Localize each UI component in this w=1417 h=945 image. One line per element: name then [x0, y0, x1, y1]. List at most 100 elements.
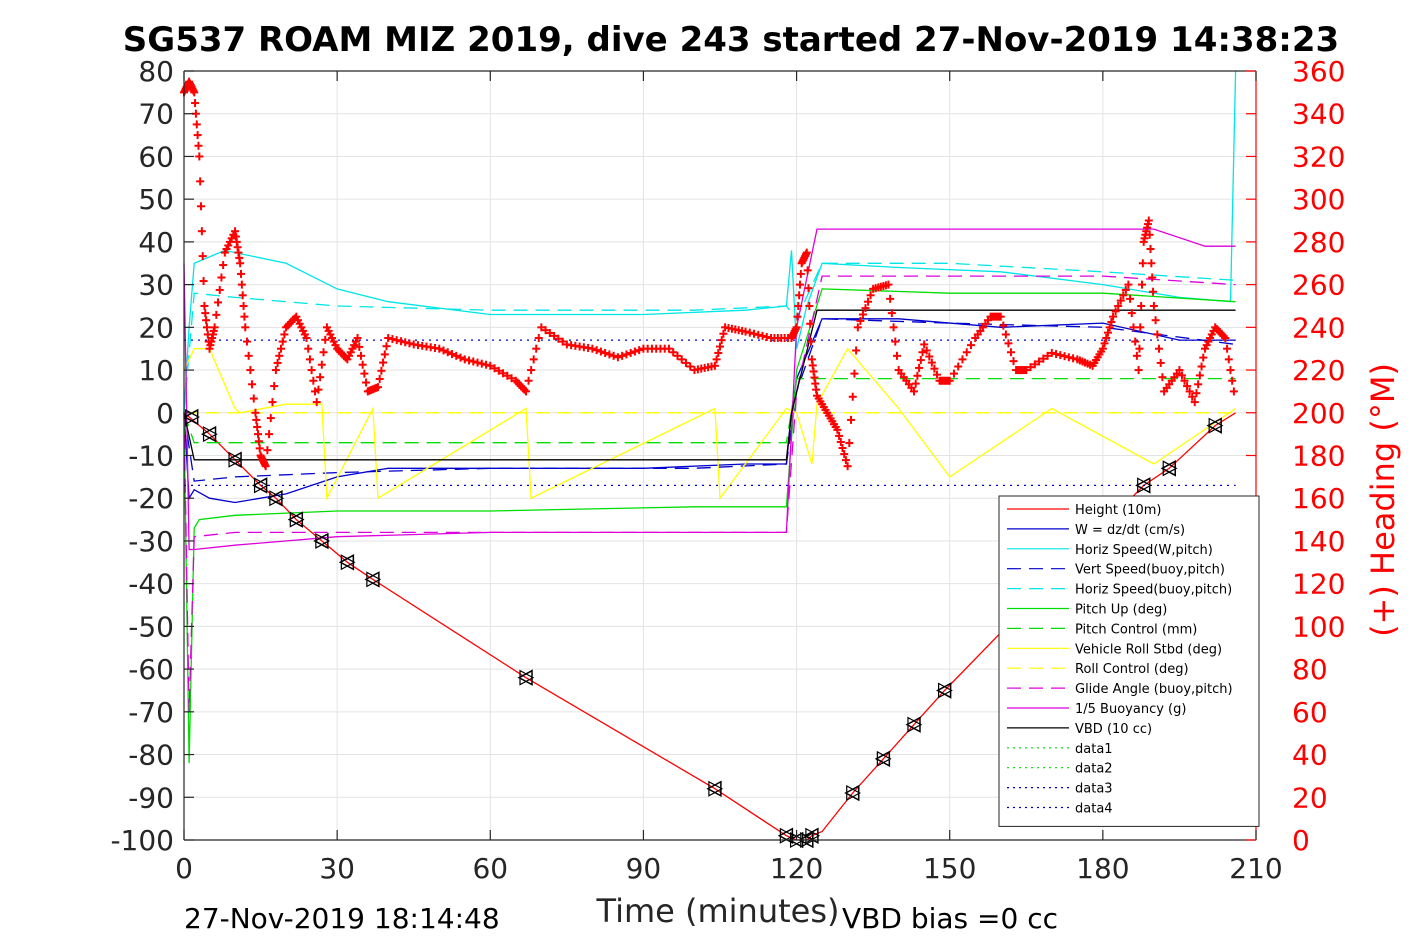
depth-marker [844, 784, 861, 802]
heading-marker [194, 141, 203, 150]
heading-marker [270, 382, 279, 391]
heading-marker [1026, 363, 1035, 372]
y-tick-label: -10 [128, 440, 174, 473]
heading-marker [246, 366, 255, 375]
legend-entry: data2 [1007, 762, 1113, 777]
heading-marker [477, 359, 486, 368]
heading-marker [911, 379, 920, 388]
heading-marker [754, 330, 763, 339]
heading-marker [945, 376, 954, 385]
heading-marker [909, 387, 918, 396]
heading-marker [918, 348, 927, 357]
heading-marker [199, 277, 208, 286]
y2-tick-label: 140 [1292, 525, 1345, 558]
heading-marker [190, 88, 199, 97]
y2-tick-label: 320 [1292, 140, 1345, 173]
heading-marker [379, 358, 388, 367]
heading-marker [1136, 323, 1145, 332]
heading-marker [622, 350, 631, 359]
heading-marker [197, 227, 206, 236]
heading-marker [1098, 344, 1107, 353]
heading-marker [1188, 392, 1197, 401]
heading-marker [321, 335, 330, 344]
depth-marker [1135, 477, 1152, 494]
heading-marker [1102, 334, 1111, 343]
heading-marker [276, 344, 285, 353]
heading-marker [1185, 387, 1194, 396]
heading-marker [1137, 280, 1146, 289]
heading-marker [1111, 307, 1120, 316]
heading-marker [618, 351, 627, 360]
y-tick-label: 30 [138, 269, 174, 302]
legend: Height (10m) W = dz/dt (cm/s) Horiz Speed(… [998, 495, 1260, 827]
heading-marker [596, 347, 605, 356]
heading-marker [1119, 291, 1128, 300]
heading-marker [1197, 362, 1206, 371]
heading-marker [856, 316, 865, 325]
heading-marker [534, 334, 543, 343]
heading-marker [1183, 382, 1192, 391]
heading-marker [588, 344, 597, 353]
heading-marker [1116, 296, 1125, 305]
x-tick-label: 90 [626, 852, 662, 885]
heading-marker [261, 462, 270, 471]
depth-marker [936, 682, 953, 699]
heading-marker [884, 280, 893, 289]
heading-marker [1156, 358, 1165, 367]
heading-marker [196, 177, 205, 186]
heading-marker [482, 360, 491, 369]
heading-marker [195, 152, 204, 161]
heading-marker [1151, 316, 1160, 325]
heading-marker [845, 439, 854, 448]
heading-marker [503, 371, 512, 380]
heading-marker [201, 309, 210, 318]
heading-marker [314, 385, 323, 394]
heading-marker [435, 344, 444, 353]
heading-marker [1195, 371, 1204, 380]
heading-marker [762, 332, 771, 341]
legend-entry: Pitch Control (mm) [1007, 622, 1197, 637]
heading-marker [925, 352, 934, 361]
heading-marker [460, 355, 469, 364]
y2-tick-label: 0 [1292, 824, 1310, 857]
heading-marker [1132, 351, 1141, 360]
heading-marker [392, 336, 401, 345]
heading-marker [448, 350, 456, 359]
heading-marker [886, 294, 895, 303]
y-tick-label: -30 [128, 525, 174, 558]
depth-marker [267, 489, 285, 507]
heading-marker [1124, 280, 1133, 289]
heading-marker [266, 414, 275, 423]
heading-marker [954, 362, 963, 371]
legend-label: data1 [1075, 742, 1113, 757]
chart-title: SG537 ROAM MIZ 2019, dive 243 started 27… [123, 20, 1339, 60]
y-tick-label: -100 [110, 824, 174, 857]
depth-marker [777, 827, 795, 844]
y-tick-label: 10 [138, 354, 174, 387]
heading-marker [384, 334, 393, 343]
heading-marker [465, 356, 474, 365]
depth-marker [313, 532, 331, 550]
y-tick-label: -20 [128, 482, 174, 515]
heading-marker [1145, 230, 1154, 239]
heading-marker [237, 269, 246, 278]
legend-entry: 1/5 Buoyancy (g) [1007, 702, 1186, 717]
heading-marker [469, 357, 478, 366]
heading-marker [626, 348, 635, 357]
heading-marker [966, 341, 975, 350]
heading-marker [273, 358, 282, 367]
footer-vbd-bias: VBD bias =0 cc [842, 902, 1058, 935]
y-tick-label: -90 [128, 781, 174, 814]
triangle-markers [183, 408, 1224, 849]
heading-marker [1192, 389, 1201, 398]
heading-marker [1052, 350, 1061, 359]
heading-marker [1153, 330, 1162, 339]
y2-tick-label: 40 [1292, 739, 1328, 772]
legend-entry: data1 [1007, 742, 1113, 757]
legend-box [998, 495, 1260, 827]
y-tick-label: 80 [138, 55, 174, 88]
y2-tick-label: 280 [1292, 226, 1345, 259]
heading-marker [958, 355, 967, 364]
heading-marker [198, 252, 207, 261]
heading-marker [1069, 354, 1078, 363]
